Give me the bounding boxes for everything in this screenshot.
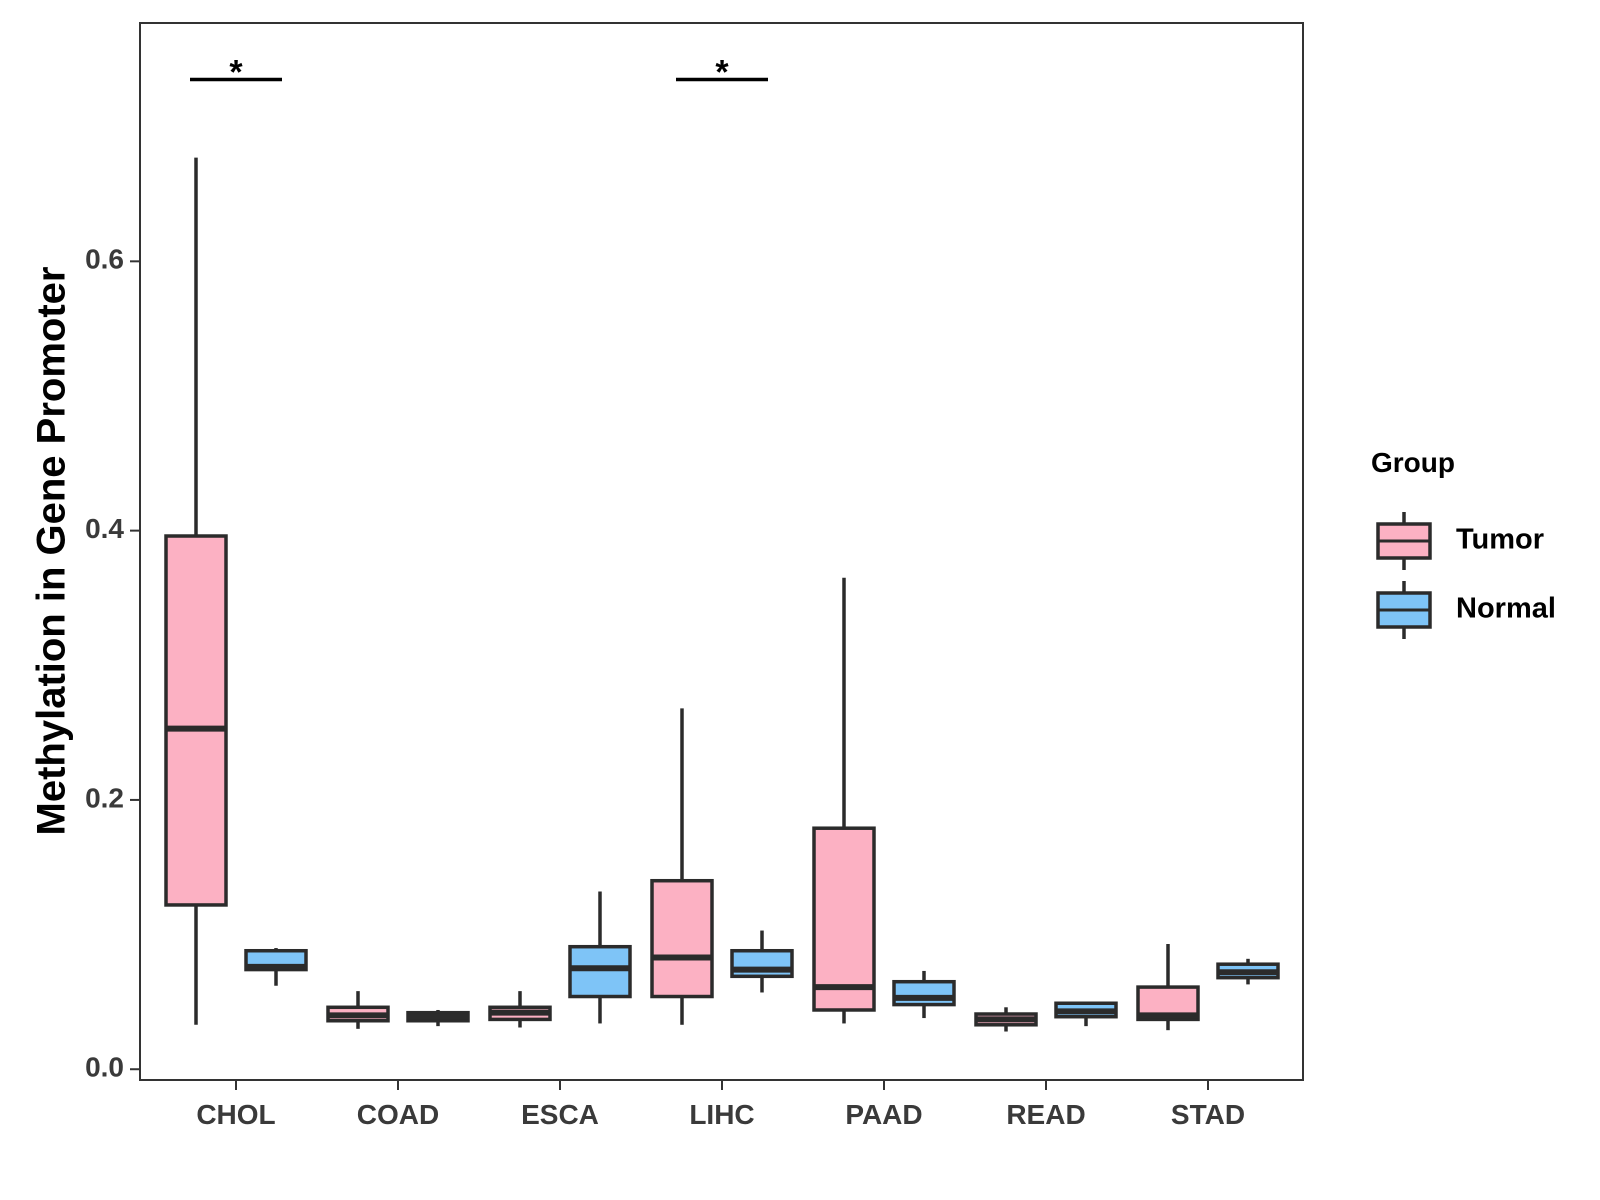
box-normal-chol	[244, 948, 308, 986]
annotations-layer: * *	[190, 54, 768, 92]
boxes-layer	[164, 157, 1280, 1032]
legend-label: Normal	[1456, 593, 1556, 625]
box-iqr	[812, 826, 876, 1012]
legend: Group Tumor Normal	[1371, 447, 1556, 639]
box-normal-esca	[568, 891, 632, 1024]
y-tick-label: 0.0	[85, 1052, 124, 1083]
legend-title: Group	[1371, 447, 1455, 478]
significance-star: *	[229, 54, 243, 92]
legend-entry-normal: Normal	[1376, 581, 1556, 639]
y-tick-label: 0.6	[85, 244, 124, 275]
box-normal-stad	[1216, 958, 1280, 985]
box-tumor-esca	[488, 991, 552, 1028]
x-tick-label: ESCA	[521, 1099, 599, 1130]
box-tumor-chol	[164, 157, 228, 1025]
box-normal-coad	[406, 1009, 470, 1027]
x-tick-label: COAD	[357, 1099, 439, 1130]
x-tick-label: LIHC	[689, 1099, 754, 1130]
legend-label: Tumor	[1456, 524, 1544, 556]
y-tick-label: 0.2	[85, 782, 124, 813]
x-tick-label: PAAD	[845, 1099, 922, 1130]
box-tumor-stad	[1136, 944, 1200, 1031]
box-iqr	[164, 534, 228, 907]
x-tick-label: READ	[1006, 1099, 1085, 1130]
box-iqr	[650, 878, 714, 999]
box-normal-lihc	[730, 930, 794, 993]
box-tumor-paad	[812, 577, 876, 1024]
box-iqr	[892, 979, 956, 1007]
x-tick-label: STAD	[1171, 1099, 1245, 1130]
box-tumor-lihc	[650, 708, 714, 1025]
plot-panel	[139, 22, 1304, 1081]
y-axis-title: Methylation in Gene Promoter	[30, 267, 74, 836]
y-tick-label: 0.4	[85, 513, 124, 544]
box-tumor-read	[974, 1007, 1038, 1032]
y-axis: 0.0 0.2 0.4 0.6	[85, 244, 140, 1083]
box-normal-paad	[892, 970, 956, 1019]
box-iqr	[568, 944, 632, 999]
box-normal-read	[1054, 1001, 1118, 1027]
box-tumor-coad	[326, 991, 390, 1029]
x-axis: CHOL COAD ESCA LIHC PAAD READ STAD	[196, 1080, 1245, 1130]
legend-entry-tumor: Tumor	[1376, 512, 1544, 570]
significance-star: *	[715, 54, 729, 92]
x-tick-label: CHOL	[196, 1099, 275, 1130]
